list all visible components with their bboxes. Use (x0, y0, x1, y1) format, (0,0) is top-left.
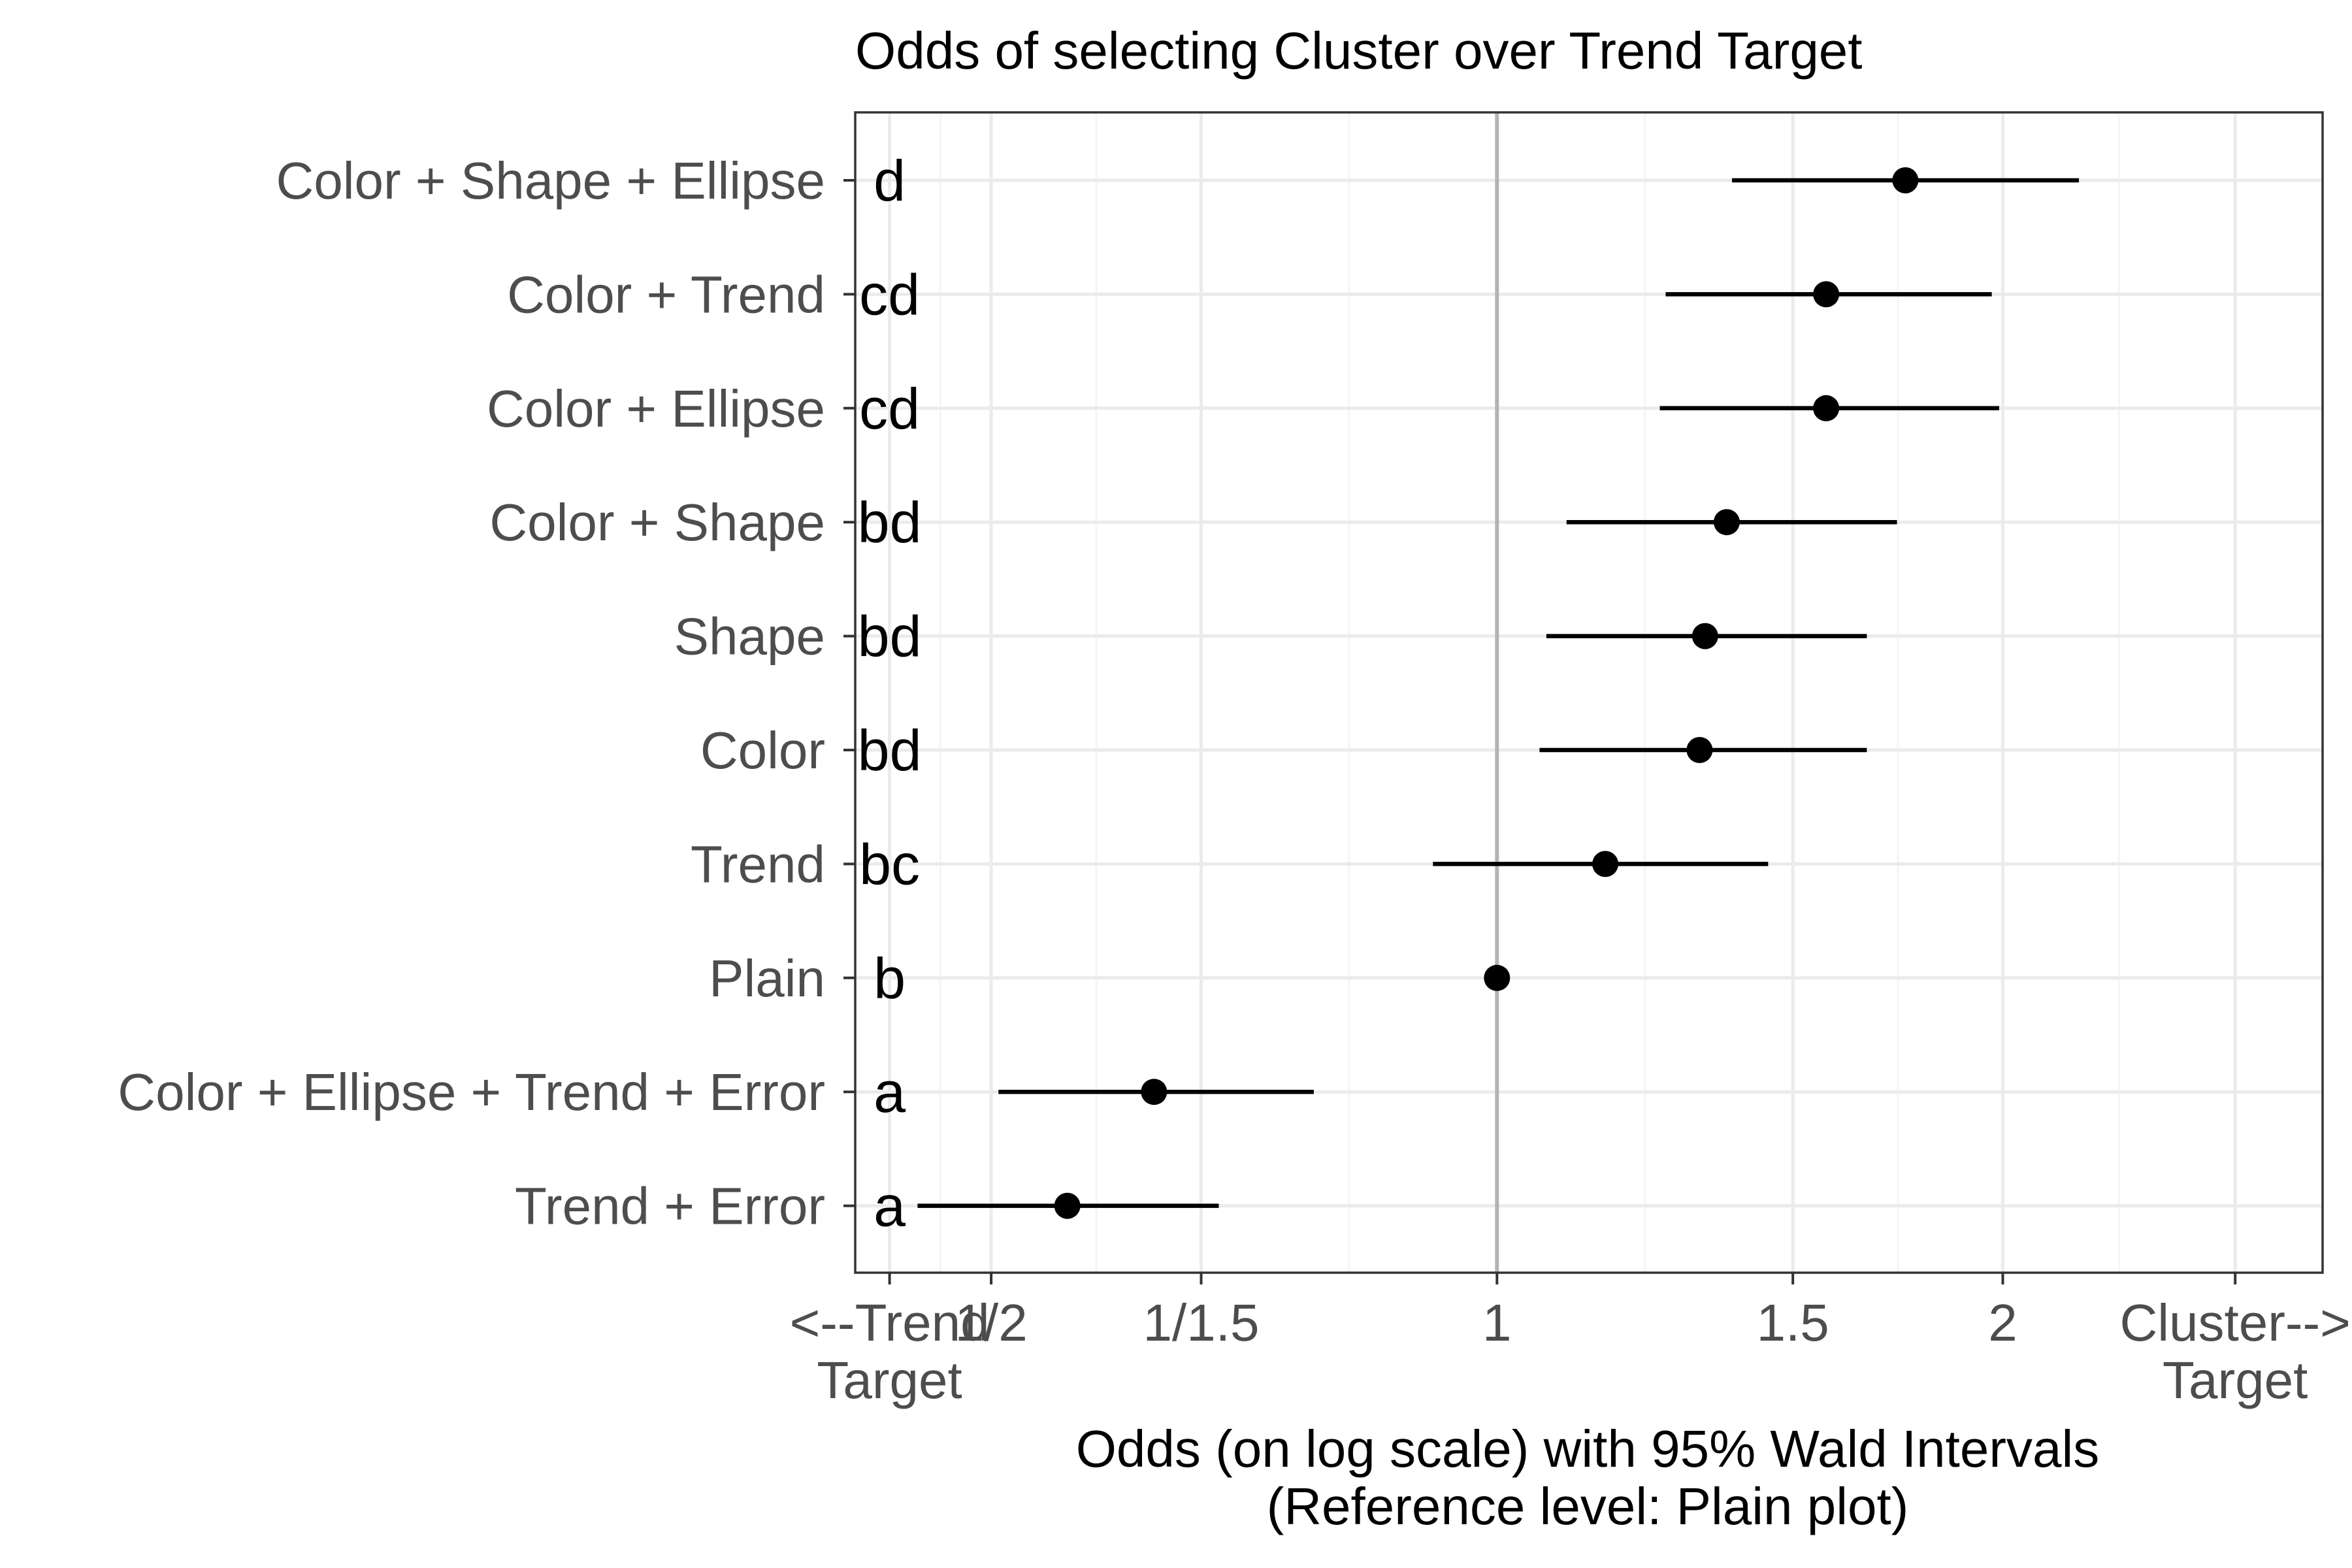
point-estimates (1054, 167, 1919, 1219)
point-estimate (1141, 1079, 1168, 1105)
point-estimate (1054, 1192, 1081, 1219)
panel-background (855, 112, 2323, 1273)
x-axis-title-line-2: (Reference level: Plain plot) (1267, 1477, 1909, 1535)
x-tick-label: Cluster--> Target (2119, 1294, 2350, 1409)
x-tick-label-line: 2 (1988, 1294, 2017, 1352)
y-tick-label: Color + Trend (507, 265, 825, 323)
y-tick-label: Color + Ellipse (487, 380, 825, 438)
y-tick-label: Color + Shape (489, 493, 825, 551)
y-tick-label: Trend (691, 835, 825, 893)
x-tick-label-line: 1/2 (955, 1294, 1028, 1352)
group-letter: b (874, 946, 906, 1011)
x-tick-label-line: Cluster--> (2119, 1294, 2350, 1352)
x-tick-label-line: 1/1.5 (1143, 1294, 1260, 1352)
point-estimate (1813, 281, 1840, 308)
x-tick-label-line: Target (817, 1351, 962, 1409)
y-tick-label: Plain (709, 949, 825, 1007)
x-tick-label: 1/1.5 (1143, 1294, 1260, 1352)
x-tick-label-line: Target (2163, 1351, 2308, 1409)
group-letter: d (874, 148, 906, 213)
x-tick-label: <--Trend Target (790, 1294, 990, 1409)
y-tick-label: Shape (674, 608, 825, 666)
point-estimate (1813, 395, 1840, 421)
y-axis: Color + Shape + Ellipse Color + Trend Colo… (118, 152, 855, 1235)
chart-title: Odds of selecting Cluster over Trend Tar… (855, 22, 1863, 80)
point-estimate (1892, 167, 1919, 193)
point-estimate (1691, 623, 1718, 649)
y-tick-label: Color + Shape + Ellipse (276, 152, 825, 210)
x-tick-label: 1 (1482, 1294, 1512, 1352)
y-tick-label: Color (700, 721, 825, 779)
x-tick-label: 2 (1988, 1294, 2017, 1352)
group-letter: bd (858, 718, 922, 783)
x-tick-label-line: <--Trend (790, 1294, 990, 1352)
group-letter: bd (858, 490, 922, 555)
x-tick-label: 1/2 (955, 1294, 1028, 1352)
group-letter: bd (858, 604, 922, 669)
x-tick-label-line: 1.5 (1757, 1294, 1829, 1352)
y-tick-label: Trend + Error (515, 1177, 825, 1235)
point-estimate (1686, 737, 1713, 763)
group-letter: cd (859, 376, 920, 441)
point-estimate (1592, 851, 1619, 877)
x-tick-label: 1.5 (1757, 1294, 1829, 1352)
minor-gridlines (939, 112, 2120, 1273)
point-estimate (1713, 509, 1740, 536)
point-estimate (1484, 964, 1511, 991)
panel-border (854, 111, 2324, 1274)
group-letter: a (874, 1174, 906, 1239)
group-letter: cd (859, 262, 920, 327)
y-tick-label: Color + Ellipse + Trend + Error (118, 1063, 825, 1121)
x-axis-title-line-1: Odds (on log scale) with 95% Wald Interv… (1076, 1420, 2100, 1478)
group-letter: bc (859, 832, 920, 896)
group-letter: a (874, 1060, 906, 1124)
x-tick-label-line: 1 (1482, 1294, 1512, 1352)
